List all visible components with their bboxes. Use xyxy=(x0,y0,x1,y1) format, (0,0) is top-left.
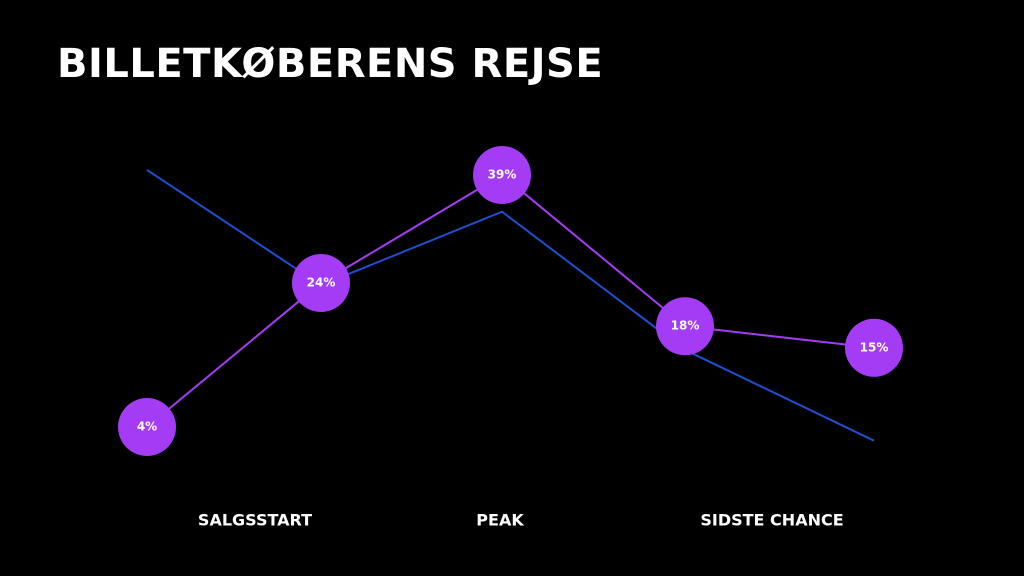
x-label: SALGSSTART xyxy=(198,511,312,530)
point-marker xyxy=(473,146,531,204)
point-marker xyxy=(845,318,903,377)
point-marker xyxy=(656,297,714,356)
data-label: 15% xyxy=(860,340,889,354)
data-label: 4% xyxy=(137,420,157,434)
data-label: 18% xyxy=(671,319,700,333)
data-label: 39% xyxy=(488,168,517,182)
data-label: 24% xyxy=(307,276,336,290)
x-label: PEAK xyxy=(476,511,524,530)
chart-title: BILLETKØBERENS REJSE xyxy=(57,41,603,87)
point-marker xyxy=(118,398,176,456)
series-line xyxy=(146,169,875,442)
point-marker xyxy=(292,254,350,312)
x-label: SIDSTE CHANCE xyxy=(700,511,843,530)
